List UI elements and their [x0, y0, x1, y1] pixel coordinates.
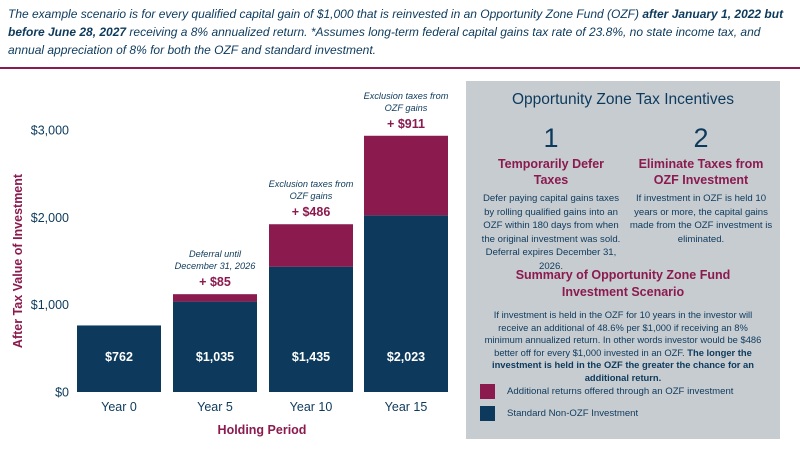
incentive-2-title: Eliminate Taxes from OZF Investment [638, 157, 764, 187]
legend-item-ozf: Additional returns offered through an OZ… [480, 384, 733, 399]
incentive-1: 1 Temporarily Defer Taxes Defer paying c… [480, 123, 622, 273]
intro-part2: receiving a 8% annualized return. *Assum… [8, 25, 761, 57]
summary-title: Summary of Opportunity Zone Fund Investm… [515, 268, 731, 299]
bar-annotation: Deferral until [189, 249, 242, 259]
intro-bold: after January 1, 2022 but before June 28… [8, 7, 784, 39]
bar-standard [364, 215, 448, 392]
legend-swatch-navy [480, 406, 495, 421]
panel-title: Opportunity Zone Tax Incentives [511, 91, 734, 108]
y-tick-label: $1,000 [31, 298, 69, 312]
legend-label-standard: Standard Non-OZF Investment [507, 408, 639, 419]
x-tick-label: Year 10 [290, 400, 333, 414]
incentive-2-body: If investment in OZF is held 10 years or… [629, 193, 773, 245]
bar-annotation: OZF gains [385, 103, 428, 113]
x-axis-label: Holding Period [218, 423, 307, 437]
data-label-standard: $762 [105, 350, 133, 364]
y-tick-label: $2,000 [31, 211, 69, 225]
incentive-1-body: Defer paying capital gains taxes by roll… [481, 193, 621, 272]
bar-ozf [269, 224, 353, 267]
y-tick-label: $0 [55, 386, 69, 400]
data-label-standard: $1,035 [196, 350, 234, 364]
y-tick-label: $3,000 [31, 124, 69, 138]
legend-label-ozf: Additional returns offered through an OZ… [507, 386, 734, 397]
bar-annotation: December 31, 2026 [175, 261, 257, 271]
incentive-2-number: 2 [693, 123, 709, 153]
summary-body: If investment is held in the OZF for 10 … [480, 309, 766, 384]
bar-standard [269, 266, 353, 392]
summary-text: If investment is held in the OZF for 10 … [484, 309, 762, 358]
summary-bold: The longer the investment is held in the… [491, 346, 755, 383]
legend-item-standard: Standard Non-OZF Investment [480, 406, 638, 421]
bar-ozf [173, 294, 257, 302]
x-tick-label: Year 0 [101, 400, 137, 414]
bar-annotation: Exclusion taxes from [364, 91, 449, 101]
incentives-panel: Opportunity Zone Tax Incentives 1 Tempor… [466, 81, 780, 439]
bar-standard [77, 325, 161, 392]
data-label-standard: $1,435 [292, 350, 330, 364]
legend-swatch-maroon [480, 384, 495, 399]
data-label-ozf: + $85 [199, 275, 231, 289]
stacked-bar-chart: After Tax Value of Investment $0 $1,000 $2,… [11, 91, 449, 437]
bar-ozf [364, 135, 448, 216]
bar-standard [173, 301, 257, 392]
intro-part1: The example scenario is for every qualif… [8, 7, 643, 21]
x-tick-label: Year 15 [385, 400, 428, 414]
y-axis-label: After Tax Value of Investment [11, 173, 25, 348]
bar-annotation: OZF gains [290, 191, 333, 201]
bar-annotation: Exclusion taxes from [269, 179, 354, 189]
intro-text: The example scenario is for every qualif… [8, 5, 796, 59]
x-tick-label: Year 5 [197, 400, 233, 414]
incentive-2: 2 Eliminate Taxes from OZF Investment If… [628, 123, 774, 246]
incentive-1-number: 1 [543, 123, 559, 153]
incentive-1-title: Temporarily Defer Taxes [497, 157, 605, 187]
data-label-ozf: + $486 [292, 205, 331, 219]
data-label-standard: $2,023 [387, 350, 425, 364]
data-label-ozf: + $911 [387, 117, 425, 131]
divider-rule [0, 67, 800, 69]
